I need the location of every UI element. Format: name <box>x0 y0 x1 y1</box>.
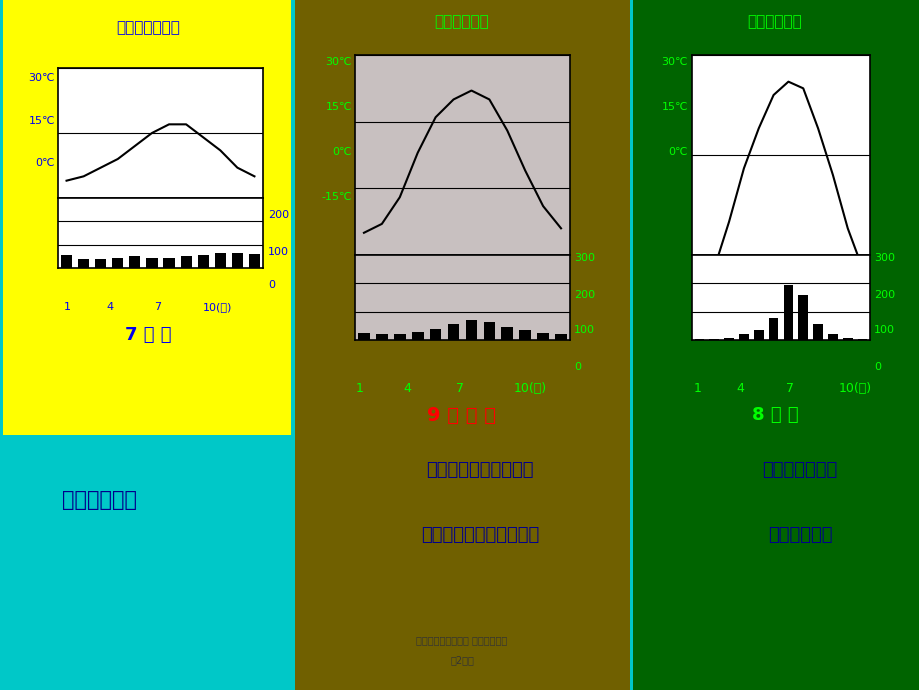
Text: 0: 0 <box>873 362 880 372</box>
Text: 7 伦 敦: 7 伦 敦 <box>125 326 171 344</box>
Text: 0℃: 0℃ <box>36 158 55 168</box>
Text: 10(月): 10(月) <box>513 382 546 395</box>
Bar <box>95 259 107 268</box>
Bar <box>694 339 703 340</box>
Text: 0℃: 0℃ <box>668 147 687 157</box>
Bar <box>501 327 513 340</box>
Text: 降水较少，多集中在夏季: 降水较少，多集中在夏季 <box>420 526 539 544</box>
Bar <box>376 335 387 340</box>
Bar <box>554 334 566 340</box>
Bar <box>842 337 852 340</box>
Bar <box>393 334 405 340</box>
Bar <box>198 255 209 268</box>
Bar <box>429 328 441 340</box>
Bar <box>112 257 123 268</box>
Text: 终年温和多雨: 终年温和多雨 <box>62 490 137 510</box>
Bar <box>857 339 867 340</box>
Text: 200: 200 <box>267 210 289 220</box>
Text: 9 莫 斯 科: 9 莫 斯 科 <box>427 406 496 424</box>
Text: 200: 200 <box>573 290 595 300</box>
Bar <box>61 255 72 268</box>
Text: 1: 1 <box>693 382 701 395</box>
Bar <box>232 253 243 268</box>
Text: 夏季高温多雨，: 夏季高温多雨， <box>762 461 836 479</box>
Text: -15℃: -15℃ <box>321 192 352 202</box>
Text: 夏季高温，冬季寒冷，: 夏季高温，冬季寒冷， <box>425 461 533 479</box>
Text: 冬季寒冷干燥: 冬季寒冷干燥 <box>767 526 832 544</box>
Bar <box>783 285 792 340</box>
Bar <box>214 253 225 268</box>
Bar <box>180 256 191 268</box>
Text: 300: 300 <box>573 253 595 263</box>
Bar <box>723 337 733 340</box>
Bar <box>448 324 459 340</box>
Bar <box>130 256 141 268</box>
Text: 7: 7 <box>154 302 162 312</box>
Text: 0: 0 <box>573 362 581 372</box>
Bar <box>812 324 822 340</box>
Text: 100: 100 <box>573 325 595 335</box>
Text: 4: 4 <box>735 382 743 395</box>
Text: 7: 7 <box>785 382 793 395</box>
Text: 7: 7 <box>456 382 463 395</box>
Text: 4: 4 <box>107 302 113 312</box>
Bar <box>768 318 777 340</box>
Text: 30℃: 30℃ <box>28 73 55 83</box>
Text: 1: 1 <box>63 302 71 312</box>
Text: 30℃: 30℃ <box>661 57 687 67</box>
Text: 100: 100 <box>267 247 289 257</box>
Bar <box>537 333 549 340</box>
Text: 温带季风气候: 温带季风气候 <box>747 14 801 30</box>
Bar <box>357 333 369 340</box>
Text: 温带大陆气候: 温带大陆气候 <box>434 14 489 30</box>
Bar <box>738 335 748 340</box>
Text: 200: 200 <box>873 290 894 300</box>
Text: 15℃: 15℃ <box>325 102 352 112</box>
Bar <box>483 322 494 340</box>
Bar <box>709 339 719 340</box>
Text: 100: 100 <box>873 325 894 335</box>
Text: 0: 0 <box>267 280 275 290</box>
Bar <box>78 259 89 268</box>
Text: 300: 300 <box>873 253 894 263</box>
Bar <box>827 335 837 340</box>
Bar <box>412 331 423 340</box>
Text: 15℃: 15℃ <box>661 102 687 112</box>
Text: 15℃: 15℃ <box>28 116 55 126</box>
Bar <box>753 330 763 340</box>
Bar <box>146 257 157 268</box>
Text: 8 北 京: 8 北 京 <box>751 406 798 424</box>
Text: 4: 4 <box>403 382 411 395</box>
Bar <box>465 320 477 340</box>
Text: 30℃: 30℃ <box>325 57 352 67</box>
Text: 温带海洋性气候: 温带海洋性气候 <box>116 21 180 35</box>
Text: 【最新】七年级地理 世界的气候类: 【最新】七年级地理 世界的气候类 <box>416 635 507 645</box>
Text: 10(月): 10(月) <box>837 382 870 395</box>
Bar <box>519 330 530 340</box>
Bar <box>164 257 175 268</box>
Text: 型2课件: 型2课件 <box>449 655 473 665</box>
Bar <box>798 295 807 340</box>
Bar <box>249 254 260 268</box>
Text: 10(月): 10(月) <box>203 302 233 312</box>
Text: 0℃: 0℃ <box>332 147 352 157</box>
Text: 1: 1 <box>356 382 364 395</box>
